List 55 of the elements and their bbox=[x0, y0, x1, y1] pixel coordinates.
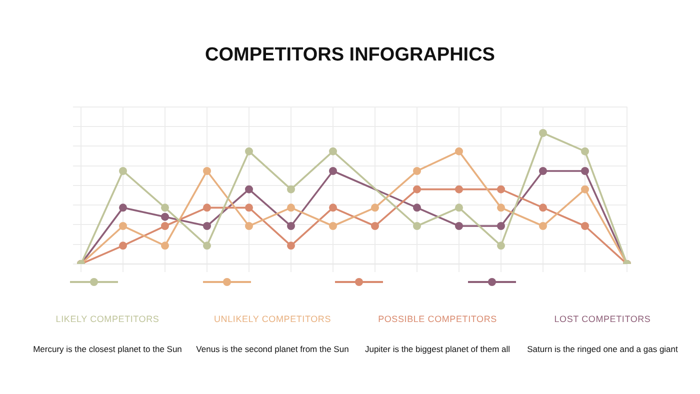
point bbox=[581, 147, 589, 156]
point bbox=[455, 204, 463, 212]
point bbox=[161, 242, 169, 250]
point bbox=[203, 242, 211, 250]
point bbox=[455, 147, 463, 156]
point bbox=[329, 147, 337, 156]
point bbox=[581, 222, 589, 230]
point bbox=[203, 222, 211, 230]
point bbox=[413, 222, 421, 230]
point bbox=[581, 185, 589, 194]
point bbox=[161, 204, 169, 212]
point bbox=[203, 166, 211, 175]
text: POSSIBLE COMPETITORS bbox=[377, 314, 498, 326]
point bbox=[371, 222, 379, 230]
point bbox=[329, 166, 337, 175]
point bbox=[329, 204, 337, 212]
point bbox=[161, 222, 169, 230]
point bbox=[119, 204, 127, 212]
text: Venus is the second planet from the Sun bbox=[195, 344, 350, 354]
point bbox=[287, 185, 295, 194]
point bbox=[245, 147, 253, 156]
point bbox=[245, 204, 253, 212]
text: UNLIKELY COMPETITORS bbox=[212, 314, 332, 326]
point bbox=[413, 166, 421, 175]
point bbox=[287, 242, 295, 250]
point bbox=[581, 166, 589, 175]
point bbox=[119, 222, 127, 230]
point bbox=[119, 166, 127, 175]
point bbox=[497, 242, 505, 250]
text: Jupiter is the biggest planet of them all bbox=[364, 344, 512, 354]
point bbox=[329, 222, 337, 230]
text: LOST COMPETITORS bbox=[553, 314, 652, 326]
point bbox=[245, 185, 253, 194]
point bbox=[161, 212, 169, 221]
point bbox=[455, 185, 463, 194]
point bbox=[413, 185, 421, 194]
point bbox=[413, 204, 421, 212]
point bbox=[203, 204, 211, 212]
point bbox=[287, 204, 295, 212]
text: LIKELY COMPETITORS bbox=[54, 314, 160, 326]
point bbox=[455, 222, 463, 230]
point bbox=[245, 222, 253, 230]
chart-title: COMPETITORS INFOGRAPHICS bbox=[205, 44, 495, 66]
point bbox=[497, 222, 505, 230]
point bbox=[539, 222, 547, 230]
text: Saturn is the ringed one and a gas giant bbox=[526, 344, 679, 354]
point bbox=[497, 185, 505, 194]
point bbox=[497, 204, 505, 212]
text: Mercury is the closest planet to the Sun bbox=[32, 344, 183, 354]
point bbox=[119, 242, 127, 250]
point bbox=[539, 204, 547, 212]
point bbox=[287, 222, 295, 230]
point bbox=[539, 166, 547, 175]
point bbox=[539, 129, 547, 137]
point bbox=[371, 204, 379, 212]
